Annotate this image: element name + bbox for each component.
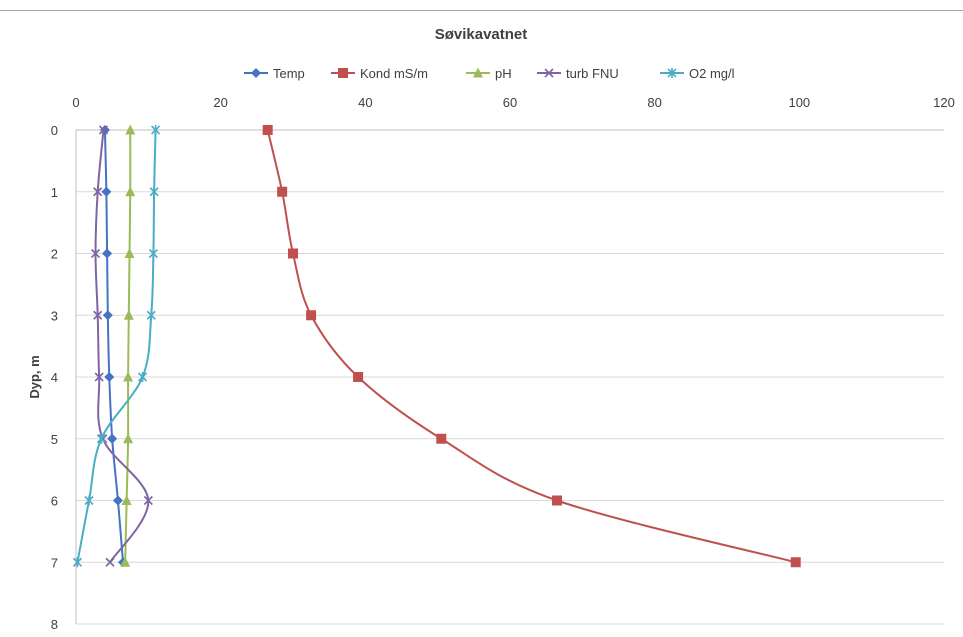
series-2-point-5 [123,433,134,444]
series-2-point-2 [124,248,135,258]
series-4-point-0 [151,125,161,135]
series-2-point-6 [121,495,132,505]
series-line-0 [103,129,125,563]
series-4-point-3 [146,310,156,321]
series-4-point-7 [72,557,83,568]
series-2-point-0 [125,124,136,135]
y-tick-label-0: 0 [51,123,58,138]
series-3-point-1 [93,187,103,197]
legend: Temp Kond mS/m pH turb FNU O2 mg/l [244,66,735,81]
series-4 [72,125,161,568]
y-tick-label-1: 1 [51,185,58,200]
x-tick-label-20: 20 [213,95,227,110]
x-tick-label-120: 120 [933,95,955,110]
series-1-point-6 [552,495,563,506]
legend-marker-1 [338,68,348,78]
y-tick-label-7: 7 [51,555,58,570]
series-0-point-0 [99,125,110,135]
y-tick-label-3: 3 [51,308,58,323]
legend-label-1: Kond mS/m [360,66,428,81]
legend-label-4: O2 mg/l [689,66,735,81]
chart-top-border [0,10,963,11]
series-0-point-4 [104,372,115,382]
series-0-point-6 [112,495,123,506]
series-1-point-7 [790,557,801,568]
series-2-point-4 [123,371,134,382]
x-tick-label-0: 0 [72,95,79,110]
series-4-point-5 [96,433,106,444]
series-4-point-6 [84,495,94,506]
series-3-point-3 [93,310,103,320]
x-tick-label-100: 100 [788,95,810,110]
series-0-point-3 [102,310,113,321]
y-axis-label: Dyp, m [27,355,42,398]
series-1-point-2 [288,248,298,259]
y-tick-label-6: 6 [51,494,58,509]
series-1-point-3 [306,310,317,321]
legend-marker-3 [544,68,554,78]
series-3-point-4 [94,372,104,382]
series-2-point-3 [123,309,134,320]
series-line-1 [266,129,796,564]
series-3-point-6 [143,495,153,506]
y-tick-label-5: 5 [51,432,58,447]
series-2 [120,124,136,567]
x-tick-label-60: 60 [503,95,517,110]
series-line-3 [94,129,150,563]
y-tick-label-4: 4 [51,370,58,385]
series-3-point-2 [90,248,101,259]
series-4-point-4 [137,372,148,382]
legend-label-0: Temp [273,66,305,81]
series-1-point-5 [436,433,447,444]
series-2-point-7 [120,556,131,567]
series-2-point-1 [125,186,136,197]
series-0-point-5 [107,433,118,444]
series-3-point-7 [105,557,115,567]
legend-marker-4 [667,68,677,78]
legend-label-3: turb FNU [566,66,619,81]
legend-marker-0 [251,68,261,78]
series-1-point-4 [353,372,364,382]
legend-label-2: pH [495,66,512,81]
series-1-point-0 [262,125,273,135]
legend-marker-2 [473,67,483,78]
series-4-point-2 [148,248,158,259]
series-0-point-2 [102,248,113,259]
series-3-point-0 [98,125,109,135]
chart-title: Søvikavatnet [435,26,528,43]
series-line-4 [76,129,157,563]
series-4-point-1 [149,186,159,197]
series-0-point-1 [101,186,112,197]
y-tick-label-8: 8 [51,617,58,632]
series-1 [262,125,801,568]
series-1-point-1 [277,186,288,197]
x-tick-label-40: 40 [358,95,372,110]
y-tick-label-2: 2 [51,247,58,262]
x-tick-label-80: 80 [647,95,661,110]
